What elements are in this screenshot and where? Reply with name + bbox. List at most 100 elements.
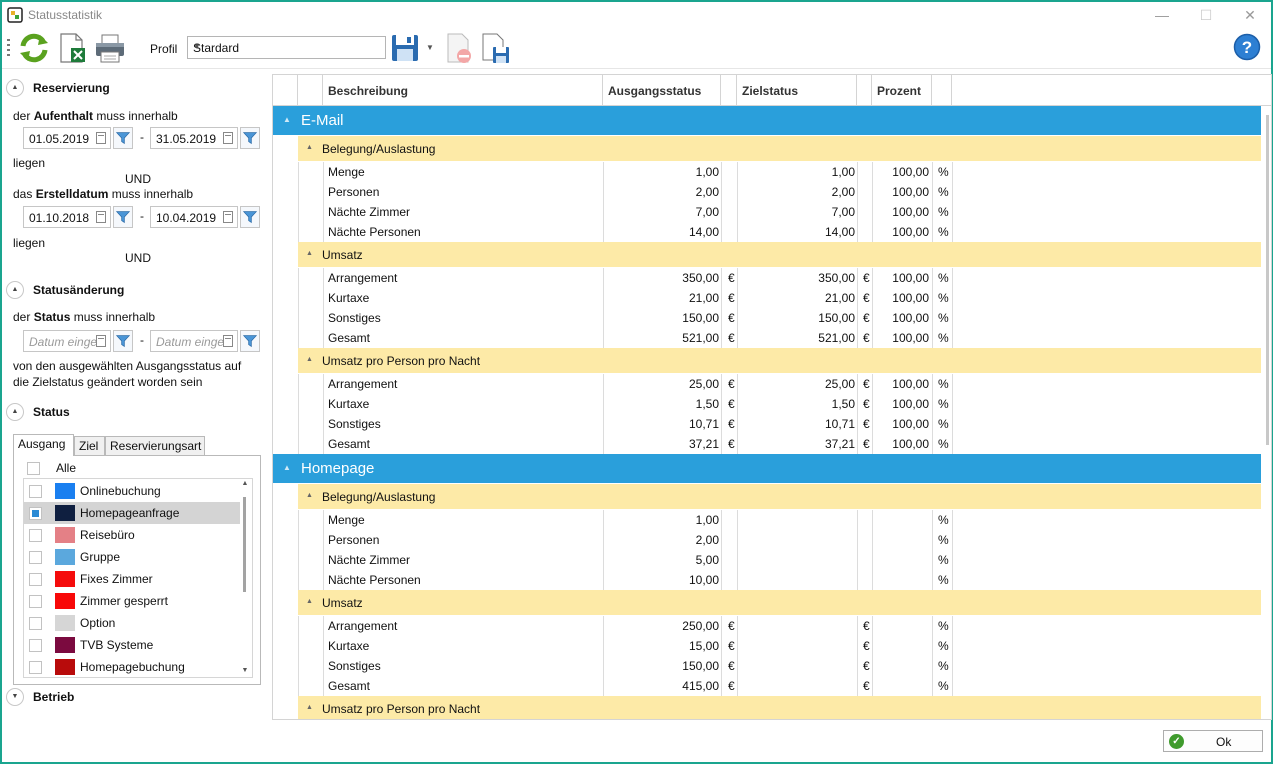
zielstatus-value: [738, 656, 855, 676]
excel-export-icon[interactable]: [56, 32, 88, 64]
collapse-icon[interactable]: ▲: [6, 403, 24, 421]
erstell-to-field[interactable]: 10.04.2019: [150, 206, 238, 228]
collapse-icon[interactable]: ▲: [6, 281, 24, 299]
status-checkbox[interactable]: [29, 485, 42, 498]
grid-line: [298, 510, 299, 590]
collapse-icon[interactable]: ▲: [306, 598, 313, 605]
collapse-icon[interactable]: ▲: [306, 144, 313, 151]
scroll-up-icon[interactable]: ▲: [241, 480, 249, 487]
status-desc-1: von den ausgewählten Ausgangsstatus auf: [13, 359, 242, 373]
status-list-item[interactable]: Homepageanfrage: [24, 502, 240, 524]
status-list-item[interactable]: Homepagebuchung: [24, 656, 240, 677]
status-list-item[interactable]: Zimmer gesperrt: [24, 590, 240, 612]
collapse-icon[interactable]: ▲: [306, 492, 313, 499]
scroll-down-icon[interactable]: ▼: [241, 667, 249, 674]
grid-line: [857, 510, 858, 590]
status-list-scrollbar[interactable]: ▲ ▼: [240, 479, 250, 677]
header-zielstatus[interactable]: Zielstatus: [737, 75, 857, 106]
status-checkbox[interactable]: [29, 573, 42, 586]
status-list-item[interactable]: Onlinebuchung: [24, 480, 240, 502]
close-button[interactable]: ✕: [1244, 7, 1256, 23]
collapse-icon[interactable]: ▲: [283, 115, 291, 124]
filter-icon[interactable]: [113, 206, 133, 228]
filter-icon[interactable]: [113, 330, 133, 352]
group-row[interactable]: ▲ Homepage: [273, 454, 1261, 483]
aufenthalt-to-field[interactable]: 31.05.2019: [150, 127, 238, 149]
tab-ausgang[interactable]: Ausgang: [13, 434, 74, 456]
subgroup-row[interactable]: ▲ Umsatz: [298, 590, 1261, 615]
calendar-icon[interactable]: [223, 211, 233, 223]
status-from-field[interactable]: Datum einge: [23, 330, 111, 352]
profil-select[interactable]: Stardard ▼: [187, 36, 386, 59]
collapse-icon[interactable]: ▲: [6, 79, 24, 97]
erstell-from-field[interactable]: 01.10.2018: [23, 206, 111, 228]
status-list-item[interactable]: Reisebüro: [24, 524, 240, 546]
status-checkbox[interactable]: [29, 617, 42, 630]
calendar-icon[interactable]: [223, 132, 233, 144]
status-checkbox[interactable]: [29, 595, 42, 608]
refresh-icon[interactable]: [18, 32, 50, 64]
prozent-value: 100,00: [892, 397, 929, 411]
filter-icon[interactable]: [113, 127, 133, 149]
save-icon[interactable]: [390, 33, 420, 63]
data-row: Sonstiges 150,00 € €%: [273, 656, 1261, 676]
status-list-item[interactable]: Gruppe: [24, 546, 240, 568]
grid-line: [932, 162, 933, 242]
subgroup-row[interactable]: ▲ Umsatz: [298, 242, 1261, 267]
calendar-icon[interactable]: [96, 132, 106, 144]
tab-ziel[interactable]: Ziel: [74, 436, 105, 455]
status-list-item[interactable]: Fixes Zimmer: [24, 568, 240, 590]
print-icon[interactable]: [94, 32, 126, 64]
save-dropdown-icon[interactable]: ▼: [426, 43, 434, 52]
prozent-unit: %: [938, 185, 949, 199]
save-as-icon[interactable]: [479, 32, 511, 64]
status-color-swatch: [55, 527, 75, 543]
collapse-icon[interactable]: ▲: [306, 356, 313, 363]
scroll-thumb[interactable]: [243, 497, 246, 592]
status-checkbox[interactable]: [29, 661, 42, 674]
alle-checkbox[interactable]: [27, 462, 40, 475]
calendar-icon[interactable]: [96, 211, 106, 223]
toolbar-grip[interactable]: [7, 39, 10, 59]
header-beschreibung[interactable]: Beschreibung: [323, 75, 603, 106]
prozent-value: 100,00: [892, 205, 929, 219]
status-checkbox[interactable]: [29, 551, 42, 564]
header-prozent[interactable]: Prozent: [872, 75, 932, 106]
scroll-thumb[interactable]: [1266, 115, 1269, 445]
filter-icon[interactable]: [240, 206, 260, 228]
tab-reservierungsart[interactable]: Reservierungsart: [105, 436, 205, 455]
ok-button[interactable]: ✓ Ok: [1163, 730, 1263, 752]
help-icon[interactable]: ?: [1233, 33, 1261, 61]
subgroup-row[interactable]: ▲ Umsatz pro Person pro Nacht: [298, 348, 1261, 373]
status-checkbox[interactable]: [29, 639, 42, 652]
range-dash: -: [140, 130, 144, 144]
header-ausgangsstatus[interactable]: Ausgangsstatus: [603, 75, 721, 106]
calendar-icon[interactable]: [96, 335, 106, 347]
status-to-field[interactable]: Datum einge: [150, 330, 238, 352]
collapse-icon[interactable]: ▲: [306, 250, 313, 257]
status-checkbox[interactable]: [29, 529, 42, 542]
subgroup-row[interactable]: ▲ Belegung/Auslastung: [298, 136, 1261, 161]
filter-icon[interactable]: [240, 330, 260, 352]
group-row[interactable]: ▲ E-Mail: [273, 106, 1261, 135]
collapse-icon[interactable]: ▲: [283, 463, 291, 472]
filter-icon[interactable]: [240, 127, 260, 149]
status-checkbox[interactable]: [29, 507, 42, 520]
prozent-value: [873, 656, 929, 676]
minimize-button[interactable]: —: [1155, 7, 1169, 23]
status-list-item[interactable]: Option: [24, 612, 240, 634]
calendar-icon[interactable]: [223, 335, 233, 347]
ausgangsstatus-value: 150,00: [682, 311, 719, 325]
status-color-swatch: [55, 571, 75, 587]
prozent-value: 100,00: [892, 185, 929, 199]
grid-line: [952, 268, 953, 348]
collapse-icon[interactable]: ▲: [306, 704, 313, 711]
subgroup-row[interactable]: ▲ Umsatz pro Person pro Nacht: [298, 696, 1261, 719]
aufenthalt-from-field[interactable]: 01.05.2019: [23, 127, 111, 149]
delete-profile-icon[interactable]: [442, 32, 474, 64]
status-list-item[interactable]: TVB Systeme: [24, 634, 240, 656]
maximize-button[interactable]: ☐: [1199, 7, 1213, 23]
grid-scrollbar[interactable]: [1265, 75, 1271, 719]
expand-icon[interactable]: ▼: [6, 688, 24, 706]
subgroup-row[interactable]: ▲ Belegung/Auslastung: [298, 484, 1261, 509]
